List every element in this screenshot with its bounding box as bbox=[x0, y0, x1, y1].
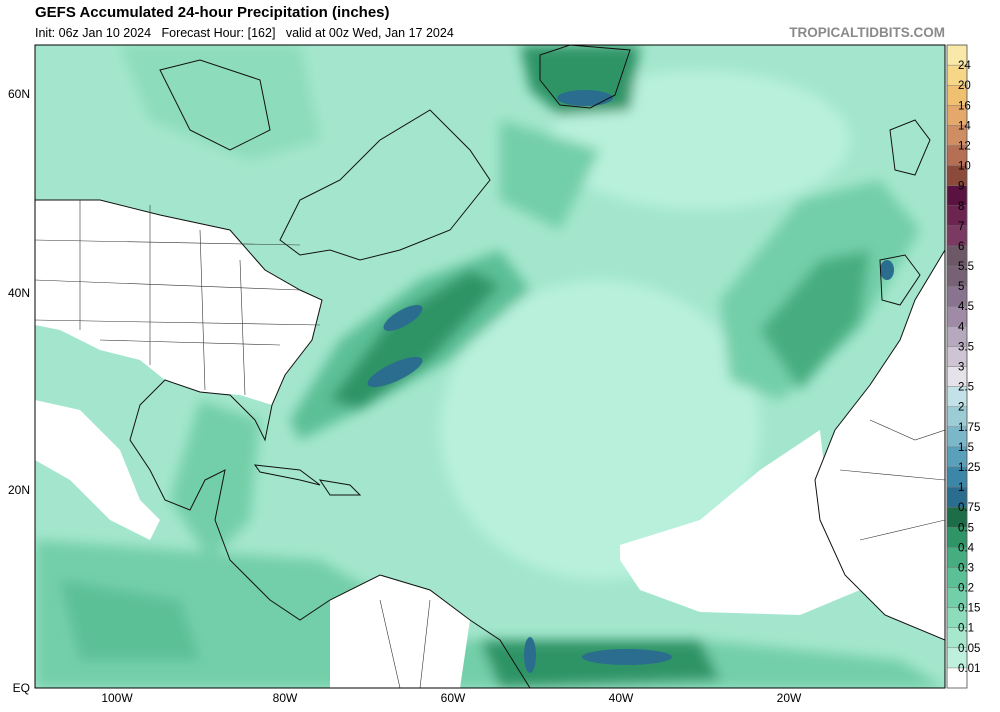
lat-label: 60N bbox=[8, 87, 30, 101]
land-dry bbox=[35, 200, 945, 688]
colorbar-frame bbox=[946, 44, 968, 689]
colorbar-label: 0.3 bbox=[958, 562, 974, 574]
colorbar-label: 0.01 bbox=[958, 663, 980, 675]
colorbar: 0.01 0.05 0.1 0.15 0.2 0.3 0.4 0.5 0.75 1 1.25 1.5 1… bbox=[946, 44, 980, 689]
borders bbox=[35, 200, 945, 688]
colorbar-label: 20 bbox=[958, 80, 971, 92]
colorbar-label: 0.15 bbox=[958, 603, 980, 615]
heavy-precip-cores bbox=[367, 90, 894, 673]
colorbar-label: 3.5 bbox=[958, 341, 974, 353]
lon-label: 80W bbox=[273, 691, 298, 705]
colorbar-label: 1.25 bbox=[958, 462, 980, 474]
colorbar-label: 0.1 bbox=[958, 623, 974, 635]
lon-label: 100W bbox=[101, 691, 133, 705]
colorbar-label: 5 bbox=[958, 281, 964, 293]
subtitle: Init: 06z Jan 10 2024 Forecast Hour: [16… bbox=[35, 26, 454, 40]
precip-shading bbox=[35, 45, 945, 688]
colorbar-label: 16 bbox=[958, 100, 971, 112]
colorbar-label: 8 bbox=[958, 201, 964, 213]
map-frame bbox=[34, 44, 946, 689]
colorbar-label: 14 bbox=[958, 120, 971, 132]
colorbar-label: 2 bbox=[958, 402, 964, 414]
colorbar-label: 5.5 bbox=[958, 261, 974, 273]
dry-area bbox=[620, 430, 860, 615]
colorbar-label: 6 bbox=[958, 241, 964, 253]
credit: TROPICALTIDBITS.COM bbox=[789, 25, 945, 40]
precip-map bbox=[35, 45, 945, 688]
colorbar-label: 7 bbox=[958, 221, 964, 233]
colorbar-label: 1.75 bbox=[958, 422, 980, 434]
lon-label: 60W bbox=[441, 691, 466, 705]
coastlines bbox=[35, 45, 945, 688]
colorbar-label: 24 bbox=[958, 60, 971, 72]
colorbar-label: 4.5 bbox=[958, 301, 974, 313]
colorbar-label: 1 bbox=[958, 482, 964, 494]
colorbar-label: 0.2 bbox=[958, 583, 974, 595]
colorbar-label: 2.5 bbox=[958, 382, 974, 394]
lat-label: 40N bbox=[8, 286, 30, 300]
lat-label: EQ bbox=[13, 681, 30, 695]
colorbar-label: 0.5 bbox=[958, 522, 974, 534]
colorbar-label: 12 bbox=[958, 140, 971, 152]
colorbar-label: 0.75 bbox=[958, 502, 980, 514]
colorbar-label: 9 bbox=[958, 181, 964, 193]
colorbar-label: 1.5 bbox=[958, 442, 974, 454]
lon-label: 20W bbox=[777, 691, 802, 705]
title: GEFS Accumulated 24-hour Precipitation (… bbox=[35, 4, 390, 21]
lat-label: 20N bbox=[8, 483, 30, 497]
lon-label: 40W bbox=[609, 691, 634, 705]
colorbar-label: 10 bbox=[958, 161, 971, 173]
colorbar-label: 0.4 bbox=[958, 542, 975, 554]
colorbar-label: 0.05 bbox=[958, 643, 980, 655]
colorbar-label: 4 bbox=[958, 321, 965, 333]
colorbar-label: 3 bbox=[958, 362, 964, 374]
